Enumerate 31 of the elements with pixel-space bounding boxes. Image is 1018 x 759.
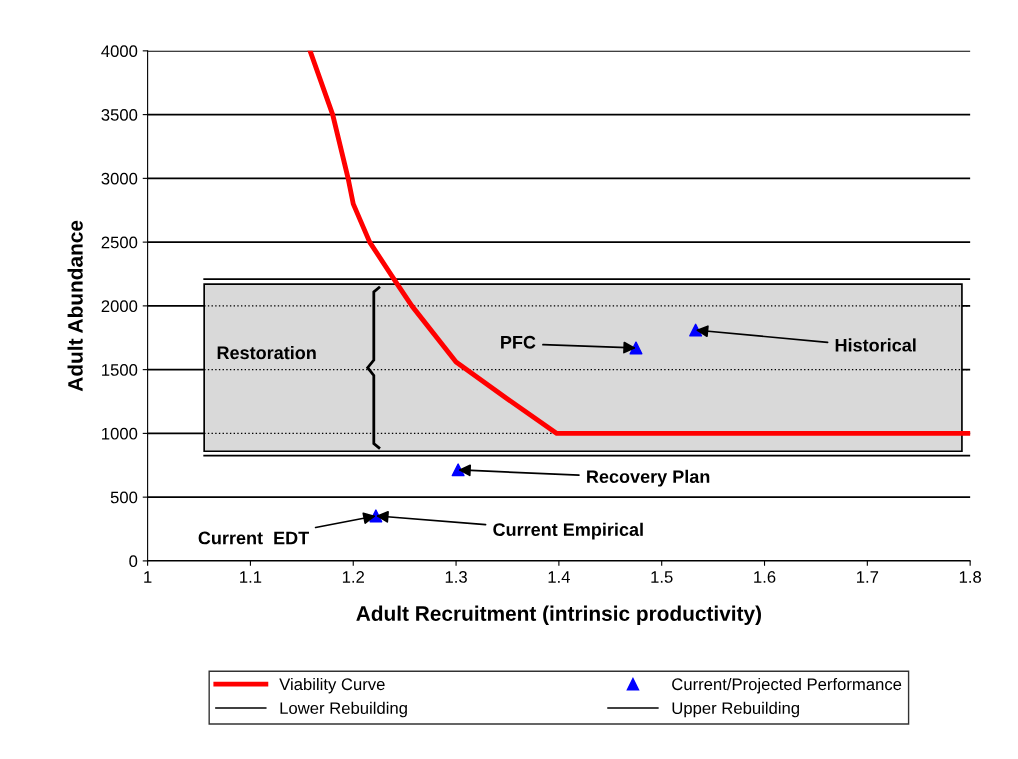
legend-label: Upper Rebuilding xyxy=(672,701,799,718)
legend-label: Viability Curve xyxy=(279,677,385,694)
x-tick-label: 1.1 xyxy=(240,571,262,583)
y-tick-label: 2500 xyxy=(101,236,138,249)
x-axis-title: Adult Recruitment (intrinsic productivity) xyxy=(356,605,761,626)
x-tick-label: 1.7 xyxy=(857,571,879,583)
y-axis-title: Adult Abundance xyxy=(67,220,83,392)
annotation: Recovery Plan xyxy=(587,469,710,487)
x-tick-label: 1.5 xyxy=(651,571,673,583)
annotation: Current Empirical xyxy=(493,522,643,540)
band-label: Restoration xyxy=(217,345,316,360)
x-tick-label: 1.2 xyxy=(342,571,364,583)
annotation: PFC xyxy=(501,335,536,349)
y-tick-label: 3000 xyxy=(101,172,138,185)
x-tick-label: 1.6 xyxy=(754,571,776,583)
y-tick-label: 4000 xyxy=(101,45,138,58)
y-tick-label: 500 xyxy=(110,491,138,504)
annotation: Current EDT xyxy=(198,531,310,545)
y-tick-label: 1000 xyxy=(102,427,138,440)
y-tick-label: 3500 xyxy=(101,109,138,121)
y-tick-label: 1500 xyxy=(102,364,138,376)
point xyxy=(689,323,703,337)
x-tick-label: 1.8 xyxy=(959,571,982,583)
x-tick-label: 1.3 xyxy=(445,571,467,583)
x-tick-label: 1.4 xyxy=(548,571,570,583)
legend-label: Current/Projected Performance xyxy=(672,677,902,694)
annotation: Historical xyxy=(835,338,916,352)
y-tick-label: 0 xyxy=(129,555,138,568)
legend-label: Lower Rebuilding xyxy=(280,701,407,718)
y-tick-label: 2000 xyxy=(101,300,138,313)
x-tick-label: 1 xyxy=(144,571,152,583)
